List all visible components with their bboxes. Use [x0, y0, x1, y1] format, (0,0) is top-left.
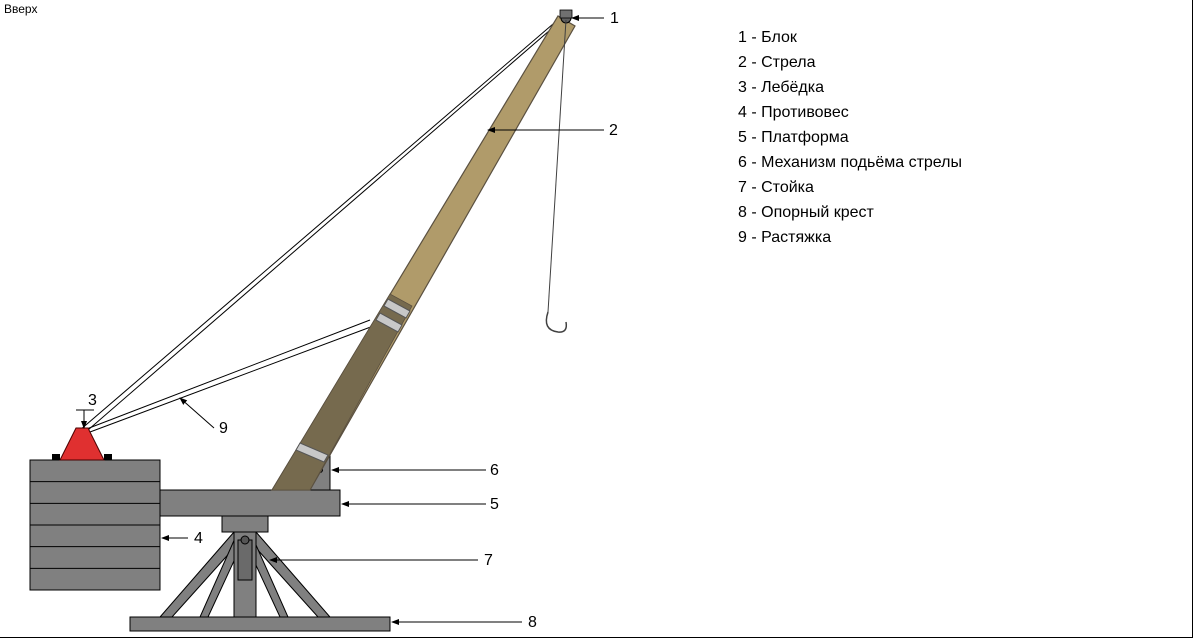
legend-item: 8 - Опорный крест [738, 200, 962, 225]
legend-item: 1 - Блок [738, 25, 962, 50]
callout-number: 1 [610, 10, 619, 28]
legend-item: 6 - Механизм подьёма стрелы [738, 150, 962, 175]
legend-item: 3 - Лебёдка [738, 75, 962, 100]
callout-number: 6 [490, 462, 499, 480]
legend-item: 7 - Стойка [738, 175, 962, 200]
legend-item: 4 - Противовес [738, 100, 962, 125]
legend-item: 5 - Платформа [738, 125, 962, 150]
legend-item: 2 - Стрела [738, 50, 962, 75]
callout-number: 9 [219, 420, 228, 438]
callout-number: 8 [528, 614, 537, 632]
callout-number: 2 [609, 122, 618, 140]
callout-number: 3 [88, 392, 97, 410]
callout-number: 5 [490, 496, 499, 514]
crane-diagram [0, 0, 1194, 639]
callout-number: 7 [484, 552, 493, 570]
callout-number: 4 [194, 530, 203, 548]
legend-item: 9 - Растяжка [738, 225, 962, 250]
legend: 1 - Блок2 - Стрела3 - Лебёдка4 - Противо… [738, 25, 962, 250]
